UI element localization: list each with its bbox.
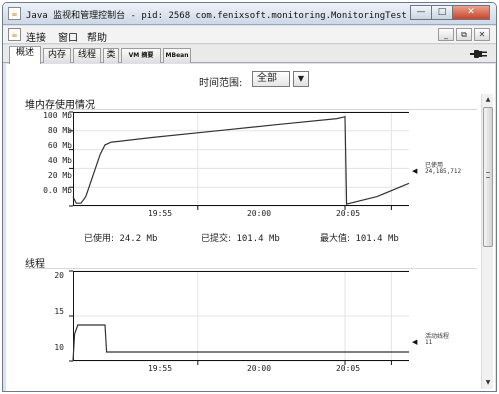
heap-legend-name: 已使用 — [425, 162, 444, 169]
threads-series-line — [72, 324, 409, 362]
threads-xtick-label: 20:05 — [335, 364, 361, 373]
heap-used-label: 已使用: — [84, 234, 115, 244]
heap-series-line — [72, 115, 410, 205]
threads-legend-value: 11 — [425, 339, 433, 346]
internal-frame-controls: _ ⧉ ✕ — [436, 28, 490, 41]
vertical-scrollbar[interactable]: ▲ ▼ — [481, 94, 493, 389]
heap-used-value: 24.2 Mb — [119, 234, 158, 244]
heap-committed-value: 101.4 Mb — [236, 234, 280, 244]
heap-section-title: 堆内存使用情况 — [25, 100, 95, 111]
close-icon[interactable]: ✕ — [452, 5, 490, 20]
chevron-down-icon[interactable]: ▼ — [293, 71, 309, 87]
tab-threads[interactable]: 线程 — [73, 48, 101, 63]
java-app-icon: ☕ — [8, 7, 21, 20]
tab-mbean[interactable]: MBean — [163, 48, 191, 63]
heap-memory-chart — [69, 111, 410, 210]
overview-panel: 时间范围: 全部 ▼ 堆内存使用情况 100 Mb 80 Mb 60 Mb 40… — [6, 64, 495, 391]
tab-classes[interactable]: 类 — [103, 48, 119, 63]
heap-legend-value: 24,185,712 — [425, 168, 462, 175]
heap-section-divider — [25, 109, 477, 110]
minimize-icon[interactable]: — — [410, 5, 432, 20]
menu-connect[interactable]: 连接 — [26, 33, 46, 44]
window-controls: — □ ✕ — [410, 5, 490, 20]
menu-help[interactable]: 帮助 — [87, 33, 107, 44]
threads-legend-name: 活动线程 — [425, 333, 450, 340]
heap-xtick-label: 20:00 — [246, 209, 272, 218]
threads-ytick-label: 10 — [54, 343, 64, 352]
threads-xtick-label: 20:00 — [246, 364, 272, 373]
threads-chart — [69, 270, 409, 365]
inner-minimize-icon[interactable]: _ — [438, 28, 454, 41]
maximize-icon[interactable]: □ — [431, 5, 453, 20]
time-range-select[interactable]: 全部 — [252, 71, 290, 87]
heap-ytick-label: 80 Mb — [47, 126, 72, 135]
title-bar[interactable]: ☕ Java 监视和管理控制台 - pid: 2568 com.fenixsof… — [3, 3, 496, 25]
heap-xtick-label: 19:55 — [147, 209, 173, 218]
heap-xtick-label: 20:05 — [335, 209, 361, 218]
inner-close-icon[interactable]: ✕ — [474, 28, 490, 41]
scroll-down-icon[interactable]: ▼ — [485, 379, 491, 386]
heap-used-stat: 已使用: 24.2 Mb — [84, 231, 157, 244]
threads-section-divider — [25, 268, 477, 269]
tab-overview[interactable]: 概述 — [9, 46, 41, 64]
heap-committed-stat: 已提交: 101.4 Mb — [201, 231, 280, 244]
heap-legend-marker-icon: ◀ — [412, 167, 418, 175]
tab-bar: 概述 内存 线程 类 VM 摘要 MBean — [3, 45, 496, 64]
heap-ytick-label: 20 Mb — [47, 171, 72, 180]
heap-ytick-label: 0.0 Mb — [43, 186, 72, 195]
heap-ytick-label: 60 Mb — [47, 141, 72, 150]
menu-window[interactable]: 窗口 — [58, 33, 78, 44]
scrollbar-thumb[interactable] — [483, 107, 493, 247]
heap-committed-label: 已提交: — [201, 234, 232, 244]
threads-ytick-label: 20 — [54, 271, 64, 280]
menu-bar: ☕ 连接 窗口 帮助 _ ⧉ ✕ — [3, 26, 496, 44]
tab-memory[interactable]: 内存 — [43, 48, 71, 63]
java-doc-icon: ☕ — [8, 28, 21, 41]
connection-plug-icon[interactable] — [470, 48, 488, 60]
inner-restore-icon[interactable]: ⧉ — [456, 28, 472, 41]
heap-max-value: 101.4 Mb — [355, 234, 399, 244]
heap-max-label: 最大值: — [320, 234, 351, 244]
threads-section-title: 线程 — [25, 259, 45, 270]
threads-ytick-label: 15 — [54, 307, 64, 316]
tab-vm-summary[interactable]: VM 摘要 — [121, 48, 161, 63]
time-range-label: 时间范围: — [199, 78, 243, 89]
window-title: Java 监视和管理控制台 - pid: 2568 com.fenixsoft.… — [26, 11, 407, 21]
scroll-up-icon[interactable]: ▲ — [485, 96, 491, 103]
heap-ytick-label: 40 Mb — [47, 156, 72, 165]
threads-xtick-label: 19:55 — [147, 364, 173, 373]
heap-max-stat: 最大值: 101.4 Mb — [320, 231, 399, 244]
thumb-grip-icon — [486, 172, 490, 178]
threads-legend-marker-icon: ◀ — [412, 338, 418, 346]
heap-ytick-label: 100 Mb — [43, 111, 72, 120]
